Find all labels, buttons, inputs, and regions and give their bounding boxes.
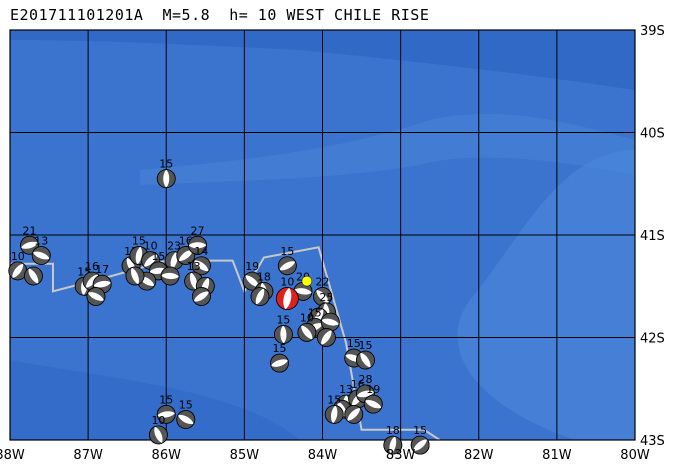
lat-label: 43S [640, 434, 665, 449]
map-title: E201711101201A M=5.8 h= 10 WEST CHILE RI… [10, 6, 430, 24]
lon-label: 88W [0, 448, 25, 463]
depth-label: 23 [167, 240, 181, 253]
focal-mechanism-beachball [86, 287, 106, 306]
focal-mechanism-beachball [297, 322, 317, 342]
depth-label: 10 [144, 240, 158, 253]
depth-label: 21 [23, 224, 37, 237]
depth-label: 10 [151, 414, 165, 427]
lon-label: 80W [620, 448, 650, 463]
focal-mechanism-beachball [363, 394, 383, 414]
lon-label: 86W [152, 448, 182, 463]
depth-label: 15 [413, 424, 427, 437]
lat-label: 42S [640, 332, 665, 347]
main-event-depth-label: 10 [280, 276, 294, 289]
main-event-beachball [275, 287, 299, 310]
focal-mechanism-beachball [356, 350, 375, 370]
depth-label: 16 [85, 260, 99, 273]
focal-mechanism-beachball [383, 435, 403, 455]
depth-label: 25 [319, 291, 333, 304]
longitude-labels: 88W 87W 86W 85W 84W 83W 82W 81W 80W [0, 448, 650, 463]
focal-mechanism-beachball [344, 404, 364, 424]
depth-label: 15 [132, 235, 146, 248]
depth-label: 15 [159, 393, 173, 406]
lon-label: 81W [542, 448, 572, 463]
deep-water-south [10, 360, 300, 440]
focal-mechanism-beachball [31, 246, 51, 265]
depth-label: 22 [316, 276, 330, 289]
lat-label: 39S [640, 24, 665, 39]
depth-label: 15 [308, 306, 322, 319]
depth-label: 15 [276, 313, 290, 326]
focal-mechanism-beachball [192, 287, 211, 306]
depth-label: 18 [386, 424, 400, 437]
depth-label: 15 [358, 339, 372, 352]
depth-label: 17 [95, 263, 109, 276]
focal-mechanism-beachball [277, 256, 297, 276]
focal-mechanism-beachball [324, 404, 344, 424]
depth-label: 13 [339, 383, 353, 396]
focal-mechanism-beachball [149, 425, 168, 445]
lon-label: 87W [73, 448, 103, 463]
focal-mechanism-beachball [24, 266, 43, 286]
fracture-zone-ridge [140, 113, 635, 185]
focal-mechanism-beachball [313, 287, 332, 306]
depth-label: 15 [280, 245, 294, 258]
depth-label: 15 [159, 158, 173, 171]
focal-mechanism-beachball [274, 325, 293, 344]
focal-mechanism-beachball [250, 287, 270, 306]
lat-label: 40S [640, 127, 665, 142]
map-frame [9, 29, 636, 441]
focal-mechanism-beachball [176, 410, 196, 429]
lon-label: 82W [464, 448, 494, 463]
focal-mechanism-beachball [270, 353, 289, 373]
focal-mechanism-events: 1510211315161715151015231627141319181520… [8, 158, 430, 455]
depth-label: 13 [34, 235, 48, 248]
depth-label: 15 [151, 250, 165, 263]
rise-shoulder [457, 150, 635, 440]
focal-mechanism-beachball [156, 404, 176, 424]
focal-mechanism-beachball [125, 266, 145, 286]
epicenter-marker [301, 275, 313, 287]
depth-label: 10 [300, 311, 314, 324]
depth-label: 19 [245, 260, 259, 273]
depth-label: 27 [191, 224, 205, 237]
depth-label: 15 [347, 337, 361, 350]
depth-label: 15 [327, 393, 341, 406]
depth-label: 15 [273, 342, 287, 355]
depth-label: 18 [257, 270, 271, 283]
depth-label: 15 [179, 399, 193, 412]
focal-mechanism-beachball [317, 328, 336, 347]
lon-label: 84W [308, 448, 338, 463]
depth-label: 14 [194, 245, 208, 258]
lon-label: 85W [230, 448, 260, 463]
depth-label: 28 [358, 373, 372, 386]
focal-mechanism-beachball [188, 235, 207, 255]
latitude-labels: 39S 40S 41S 42S 43S [640, 24, 665, 449]
depth-label: 13 [187, 260, 201, 273]
focal-mechanism-beachball [160, 266, 180, 286]
lat-label: 41S [640, 229, 665, 244]
depth-label: 19 [366, 383, 380, 396]
focal-mechanism-beachball [156, 169, 176, 189]
focal-mechanism-beachball [8, 261, 28, 281]
focal-mechanism-beachball [410, 435, 430, 455]
depth-label: 10 [11, 250, 25, 263]
lon-label: 83W [386, 448, 416, 463]
